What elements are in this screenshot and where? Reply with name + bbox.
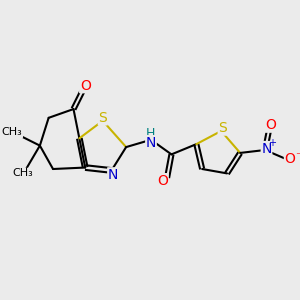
- Text: N: N: [146, 136, 156, 150]
- Text: N: N: [261, 142, 272, 155]
- Text: +: +: [268, 138, 276, 148]
- Text: O: O: [157, 174, 168, 188]
- Text: S: S: [98, 111, 107, 125]
- Text: O: O: [266, 118, 276, 132]
- Text: ⁻: ⁻: [296, 150, 300, 163]
- Text: O: O: [80, 79, 91, 93]
- Text: H: H: [146, 127, 155, 140]
- Text: N: N: [108, 168, 118, 182]
- Text: CH₃: CH₃: [2, 128, 22, 137]
- Text: CH₃: CH₃: [12, 168, 33, 178]
- Text: S: S: [218, 121, 227, 135]
- Text: O: O: [284, 152, 295, 166]
